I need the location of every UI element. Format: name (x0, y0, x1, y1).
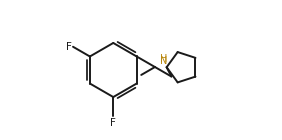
Text: F: F (110, 118, 116, 128)
Text: F: F (66, 42, 72, 52)
Text: H: H (160, 54, 168, 64)
Text: N: N (160, 56, 168, 66)
